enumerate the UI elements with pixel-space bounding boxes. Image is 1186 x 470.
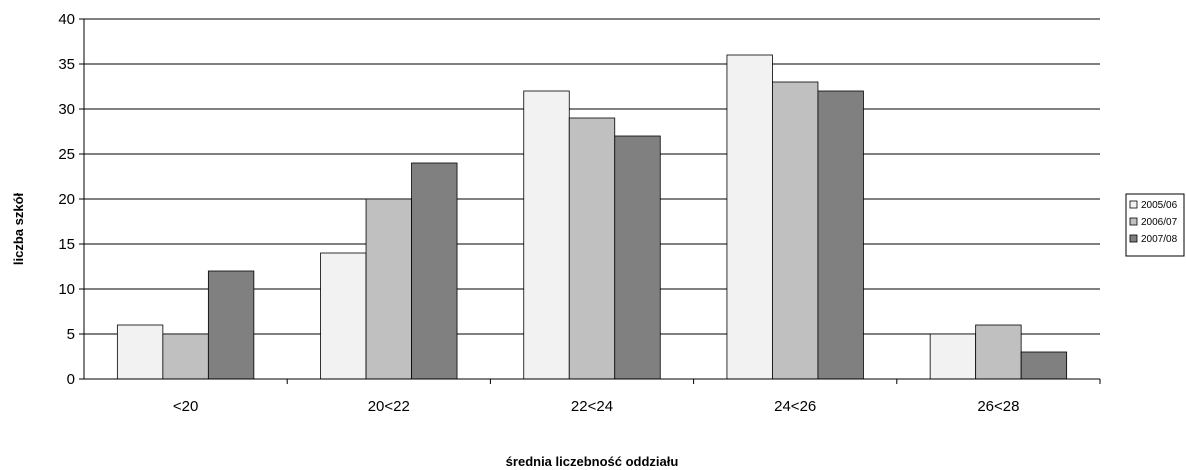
y-tick-label: 0 — [67, 371, 75, 388]
y-tick-label: 35 — [58, 56, 75, 73]
bar-2007-08-3 — [817, 90, 864, 380]
bar-2006-07-1 — [365, 198, 412, 380]
bar-2006-07-2 — [568, 117, 616, 380]
x-tick-label: <20 — [173, 398, 198, 415]
bar-2005-06-0 — [116, 324, 164, 380]
legend-swatch — [1129, 234, 1138, 243]
bar-2005-06-1 — [320, 252, 367, 380]
bar-2006-07-3 — [772, 81, 819, 380]
legend: 2005/06 2006/07 2007/08 — [1125, 193, 1185, 257]
y-tick-label: 15 — [58, 236, 75, 253]
y-tick-label: 10 — [58, 281, 75, 298]
bar-2006-07-0 — [162, 333, 209, 380]
legend-swatch — [1129, 217, 1138, 226]
legend-label: 2005/06 — [1141, 200, 1178, 211]
x-tick-label: 20<22 — [368, 398, 410, 415]
x-tick-label: 26<28 — [977, 398, 1019, 415]
y-tick-label: 30 — [58, 101, 75, 118]
y-tick-label: 25 — [58, 146, 75, 163]
y-tick-label: 20 — [58, 191, 75, 208]
bar-2007-08-1 — [411, 162, 458, 380]
bar-2005-06-2 — [523, 90, 570, 380]
y-tick-label: 5 — [67, 326, 75, 343]
x-tick-labels: <20 20<22 22<24 24<26 26<28 — [173, 379, 1101, 415]
y-tick-label: 40 — [58, 11, 75, 28]
legend-label: 2007/08 — [1141, 234, 1178, 245]
legend-swatch — [1129, 200, 1138, 209]
bar-2007-08-4 — [1020, 351, 1068, 380]
bar-2006-07-4 — [975, 324, 1022, 380]
x-tick-label: 24<26 — [774, 398, 816, 415]
x-axis-title: średnia liczebność oddziału — [506, 454, 679, 469]
bar-2007-08-0 — [207, 270, 255, 380]
legend-label: 2006/07 — [1141, 217, 1178, 228]
x-tick-label: 22<24 — [571, 398, 613, 415]
bar-2005-06-4 — [929, 333, 977, 380]
y-axis-title: liczba szkół — [11, 192, 26, 265]
y-tick-labels: 0 5 10 15 20 25 30 35 40 — [58, 11, 84, 388]
bar-2007-08-2 — [614, 135, 661, 380]
bar-2005-06-3 — [726, 54, 773, 380]
bars — [116, 54, 1068, 380]
